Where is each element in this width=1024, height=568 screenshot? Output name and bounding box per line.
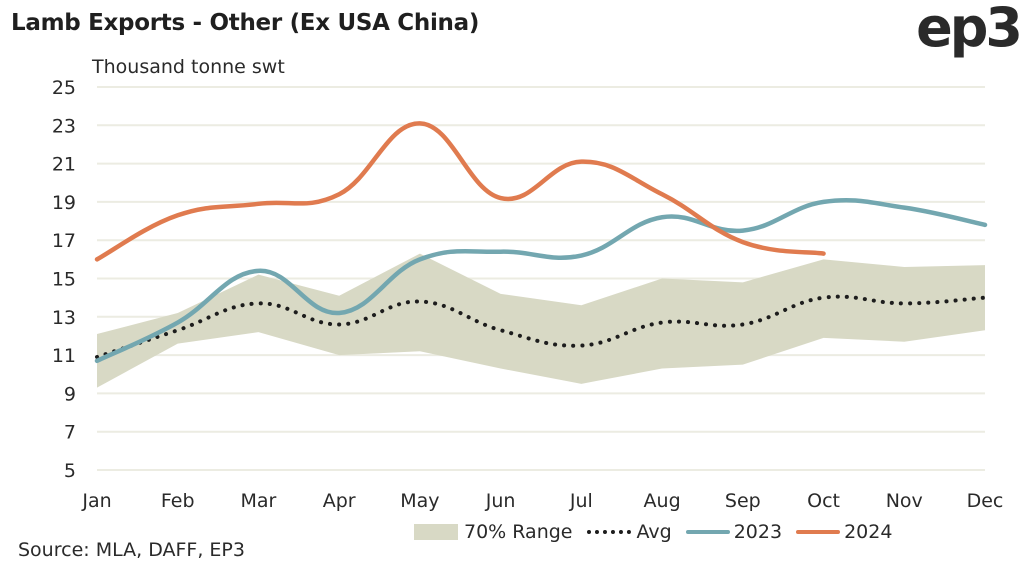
legend-swatch-range [414, 524, 458, 540]
chart-title: Lamb Exports - Other (Ex USA China) [11, 10, 480, 36]
x-tick-labels: Jan Feb Mar Apr May Jun Jul Aug Sep Oct Nov Dec [81, 490, 1003, 512]
x-tick-label: Jul [569, 490, 593, 512]
x-tick-label: Feb [161, 490, 195, 512]
x-tick-label: Sep [725, 490, 761, 512]
series-line-2023 [94, 197, 988, 364]
x-tick-label: May [400, 490, 439, 512]
series-line-2024 [94, 121, 826, 262]
legend-item-avg[interactable]: Avg [586, 521, 672, 543]
legend-label-2023: 2023 [733, 521, 783, 543]
legend-item-2024[interactable]: 2024 [796, 521, 892, 543]
x-tick-label: Aug [644, 490, 681, 512]
legend-item-range[interactable]: 70% Range [414, 521, 573, 543]
x-tick-label: Jun [485, 490, 516, 512]
y-tick-label: 9 [64, 383, 76, 405]
ep3-logo: ep3 [916, 0, 1023, 59]
y-axis-label: Thousand tonne swt [92, 56, 285, 78]
y-tick-labels: 5 7 9 11 13 15 17 19 21 23 25 [52, 77, 76, 482]
y-tick-label: 15 [52, 269, 76, 291]
legend-label-range: 70% Range [464, 521, 573, 543]
legend-swatch-2023 [685, 530, 730, 534]
y-tick-label: 7 [64, 422, 76, 444]
y-tick-label: 23 [52, 115, 76, 137]
x-tick-label: Dec [967, 490, 1004, 512]
x-tick-label: Apr [323, 490, 356, 512]
legend-swatch-2024 [796, 530, 841, 534]
range-band [97, 253, 985, 388]
source-note: Source: MLA, DAFF, EP3 [18, 539, 245, 561]
legend-label-2024: 2024 [844, 521, 893, 543]
y-tick-label: 25 [52, 77, 76, 99]
range-band-layer [97, 253, 985, 388]
y-tick-label: 11 [52, 345, 76, 367]
y-tick-label: 5 [64, 460, 76, 482]
legend-swatch-avg [586, 530, 631, 534]
x-tick-label: Oct [807, 490, 840, 512]
x-tick-label: Nov [886, 490, 923, 512]
y-tick-label: 19 [52, 192, 76, 214]
x-tick-label: Jan [81, 490, 111, 512]
legend-label-avg: Avg [636, 521, 672, 543]
y-tick-label: 13 [52, 307, 76, 329]
legend-item-2023[interactable]: 2023 [685, 521, 783, 543]
series-lines [94, 121, 988, 364]
x-tick-label: Mar [241, 490, 277, 512]
legend: 70% Range Avg 2023 2024 [414, 521, 906, 543]
y-tick-label: 17 [52, 230, 76, 252]
y-tick-label: 21 [52, 154, 76, 176]
